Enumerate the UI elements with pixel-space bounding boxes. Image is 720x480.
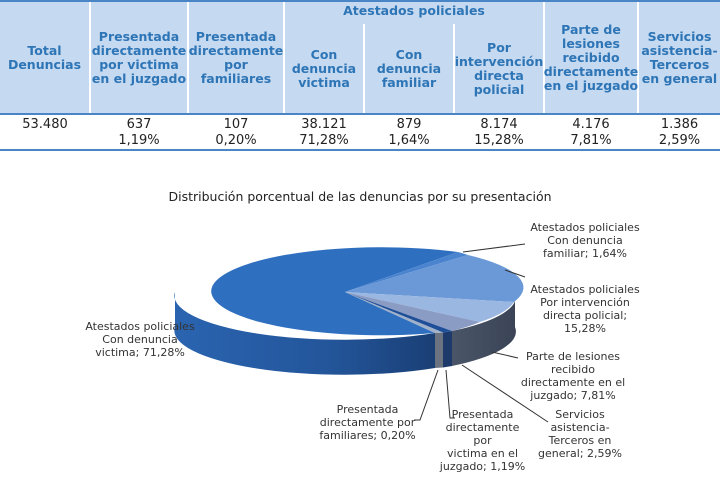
label-line: familiares; 0,20% [319,429,416,442]
count: 107 [223,117,249,132]
label-con-denuncia-victima: Atestados policiales Con denuncia victima;… [75,320,205,359]
label-line: Atestados policiales [530,221,640,234]
label-line: Con denuncia [102,333,178,346]
header-label: Presentada directamente por victima en e… [91,28,187,86]
header-label: Total Denuncias [7,42,82,72]
label-intervencion: Atestados policiales Por intervención dire… [525,283,645,335]
header-label: Por intervención directa policial [454,39,544,97]
header-label: Presentada directamente por familiares [188,28,284,86]
header-intervencion: Por intervención directa policial [455,24,543,113]
header-label: Atestados policiales [343,3,485,18]
slice-intervencion [345,255,524,302]
label-line: directamente por [445,421,520,447]
label-line: directamente por [319,416,416,429]
pie-side-small2 [443,331,452,368]
label-line: Atestados policiales [530,283,640,296]
label-line: directa policial; [542,309,628,322]
header-servicios: Servicios asistencia-Terceros en general [639,2,720,113]
label-line: juzgado; 1,19% [439,460,526,473]
slice-con-denuncia-familiar [345,252,468,292]
label-line: Presentada [336,403,399,416]
percent: 71,28% [299,133,349,148]
percent: 0,20% [215,133,257,148]
slice-lesiones [345,292,514,322]
label-line: Con denuncia [547,234,623,247]
value-lesiones: 4.176 7,81% [545,117,637,149]
slice-victima-juzgado [345,292,452,333]
data-table: Total Denuncias Presentada directamente … [0,0,720,152]
label-line: recibido [551,363,595,376]
chart-title: Distribución porcentual de las denuncias… [168,189,552,204]
label-victima-juzgado: Presentada directamente por victima en el j… [435,408,530,473]
value-victim-court: 637 1,19% [91,117,187,149]
value-intervencion: 8.174 15,28% [455,117,543,149]
label-familiares: Presentada directamente por familiares; 0,… [315,403,420,442]
label-line: Por intervención [540,296,630,309]
label-servicios: Servicios asistencia- Terceros en general; … [535,408,625,460]
percent: 2,59% [658,133,701,148]
header-victim-court: Presentada directamente por victima en e… [91,2,187,113]
value-total: 53.480 [22,117,68,132]
pie-side-right [452,292,516,366]
label-line: Terceros en [548,434,612,447]
header-family: Presentada directamente por familiares [189,2,283,113]
label-line: Presentada [451,408,514,421]
slice-con-denuncia-victima [211,247,458,336]
pie-side-victima [174,292,435,375]
header-label: Servicios asistencia-Terceros en general [641,28,718,86]
label-line: victima; 71,28% [95,346,185,359]
label-line: Servicios [555,408,605,421]
header-con-denuncia-victima: Con denuncia victima [285,24,363,113]
slice-servicios [345,292,480,331]
count: 4.176 [572,117,610,132]
value-family: 107 0,20% [189,117,283,149]
percent: 7,81% [570,133,612,148]
label-line: Atestados policiales [85,320,195,333]
label-line: juzgado; 7,81% [530,389,616,402]
header-con-denuncia-familiar: Con denuncia familiar [365,24,453,113]
percent: 15,28% [474,133,524,148]
label-line: general; 2,59% [538,447,622,460]
label-line: familiar; 1,64% [543,247,627,260]
value-con-denuncia-victima: 38.121 71,28% [285,117,363,149]
slice-familiares [345,292,443,333]
pie-side-small [435,332,443,368]
label-line: 15,28% [564,322,606,335]
count: 637 [126,117,152,132]
label-line: directamente en el [520,376,626,389]
count: 879 [396,117,422,132]
label-line: Parte de lesiones [525,350,621,363]
header-group-atestados: Atestados policiales [285,2,543,24]
count: 38.121 [301,117,347,132]
value-servicios: 1.386 2,59% [639,117,720,149]
percent: 1,19% [118,133,160,148]
header-lesiones: Parte de lesiones recibido directamente … [543,2,639,113]
percent: 1,64% [388,133,430,148]
count: 8.174 [480,117,518,132]
leader-lines [414,243,549,423]
label-lesiones: Parte de lesiones recibido directamente en… [518,350,628,402]
header-total: Total Denuncias [0,2,89,113]
label-line: asistencia- [550,421,610,434]
label-con-denuncia-familiar: Atestados policiales Con denuncia familiar… [525,221,645,260]
header-label: Con denuncia familiar [376,46,442,90]
table-top-border [0,0,720,2]
header-label: Con denuncia victima [291,46,357,90]
table-header-border [0,113,720,115]
table-bottom-border [0,149,720,151]
header-label: Parte de lesiones recibido directamente … [543,21,639,93]
label-line: victima en el [447,447,518,460]
count: 1.386 [660,117,699,132]
value-con-denuncia-familiar: 879 1,64% [365,117,453,149]
